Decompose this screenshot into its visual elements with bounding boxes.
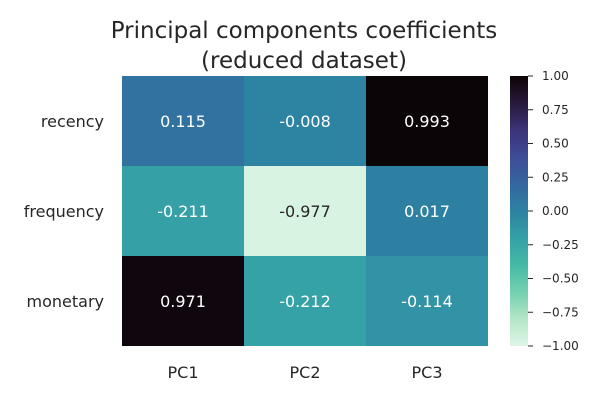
heatmap-cell — [366, 256, 488, 346]
heatmap-cell — [122, 76, 244, 166]
colorbar-tick-label: 0.75 — [542, 103, 569, 117]
cell-value-label: 0.971 — [160, 292, 206, 311]
colorbar-tick-label: 0.50 — [542, 137, 569, 151]
heatmap-cell — [122, 256, 244, 346]
cell-value-label: 0.993 — [404, 112, 450, 131]
heatmap-cell — [244, 166, 366, 256]
x-tick-label: PC3 — [412, 363, 443, 382]
x-tick-label: PC2 — [290, 363, 321, 382]
y-tick-labels: recency frequency monetary — [24, 112, 104, 311]
cell-value-label: 0.017 — [404, 202, 450, 221]
colorbar-tick-label: 1.00 — [542, 69, 569, 83]
heatmap-cells: 0.115 -0.008 0.993 -0.211 -0.977 0.017 0.971 -0… — [122, 76, 488, 346]
heatmap-cell — [366, 76, 488, 166]
heatmap-cell — [244, 76, 366, 166]
heatmap-cell — [244, 256, 366, 346]
x-tick-labels: PC1 PC2 PC3 — [168, 363, 443, 382]
colorbar — [510, 76, 528, 346]
y-tick-label: recency — [41, 112, 104, 131]
colorbar-tick-label: −1.00 — [542, 339, 579, 353]
colorbar-tick-label: −0.50 — [542, 272, 579, 286]
cell-value-label: -0.211 — [157, 202, 209, 221]
y-tick-label: monetary — [27, 292, 104, 311]
y-tick-label: frequency — [24, 202, 104, 221]
colorbar-ticks: 1.00 0.75 0.50 0.25 0.00 −0.25 −0.50 −0.75 −1.00 — [528, 69, 579, 353]
cell-value-label: -0.008 — [279, 112, 331, 131]
colorbar-tick-label: −0.75 — [542, 305, 579, 319]
cell-value-label: -0.212 — [279, 292, 331, 311]
cell-value-label: 0.115 — [160, 112, 206, 131]
cell-value-label: -0.977 — [279, 202, 331, 221]
chart-title-line-2: (reduced dataset) — [201, 48, 407, 74]
colorbar-tick-label: −0.25 — [542, 238, 579, 252]
colorbar-tick-label: 0.00 — [542, 204, 569, 218]
cell-value-label: -0.114 — [401, 292, 453, 311]
chart-title-line-1: Principal components coefficients — [111, 18, 498, 44]
colorbar-tick-label: 0.25 — [542, 170, 569, 184]
x-tick-label: PC1 — [168, 363, 199, 382]
heatmap-cell — [366, 166, 488, 256]
heatmap-cell — [122, 166, 244, 256]
